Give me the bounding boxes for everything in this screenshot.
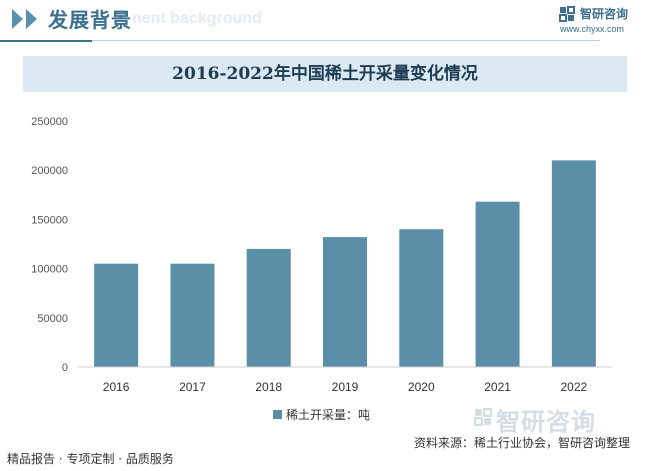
y-tick-label: 50000 (37, 313, 68, 325)
brand-url[interactable]: www.chyxx.com (560, 24, 625, 34)
chevron-right-icon (26, 9, 37, 29)
header-divider-accent (0, 40, 92, 42)
bar-2020 (399, 229, 444, 367)
legend-swatch (273, 410, 282, 419)
x-tick-label: 2019 (332, 380, 359, 394)
y-tick-label: 150000 (31, 214, 68, 226)
brand-logo-icon (559, 6, 575, 22)
y-tick-label: 250000 (31, 116, 68, 128)
x-tick-label: 2022 (561, 380, 588, 394)
x-tick-label: 2018 (255, 380, 282, 394)
chevron-right-icon (12, 9, 23, 29)
legend-label: 稀土开采量：吨 (286, 408, 371, 422)
x-tick-label: 2017 (179, 380, 206, 394)
chart-title-band: 2016-2022年中国稀土开采量变化情况 (23, 56, 627, 92)
bar-2017 (170, 263, 215, 367)
x-tick-label: 2020 (408, 380, 435, 394)
bar-2022 (551, 160, 596, 367)
bar-chart: 0 50000 100000 150000 200000 250000 2016 2017 20… (31, 116, 612, 394)
footer-tagline: 精品报告 · 专项定制 · 品质服务 (7, 452, 174, 466)
x-tick-label: 2016 (103, 380, 130, 394)
section-title: 发展背景 (48, 8, 132, 32)
bar-2018 (246, 248, 291, 367)
section-subtitle-ghost: nent background (132, 10, 262, 27)
source-note: 资料来源：稀土行业协会，智研咨询整理 (414, 436, 631, 450)
watermark-text: 智研咨询 (496, 408, 596, 436)
y-tick-label: 0 (62, 362, 68, 374)
y-tick-label: 200000 (31, 165, 68, 177)
chart-title: 2016-2022年中国稀土开采量变化情况 (172, 64, 478, 84)
bar-2019 (323, 237, 367, 367)
y-tick-label: 100000 (31, 264, 68, 276)
bar-2021 (475, 201, 520, 367)
brand-name: 智研咨询 (580, 7, 629, 21)
header-bar: nent background 发展背景 智研咨询 www.chyxx.com (0, 0, 653, 40)
x-tick-label: 2021 (484, 380, 511, 394)
bar-2016 (94, 263, 139, 367)
header-divider (0, 40, 600, 41)
watermark-logo-icon (474, 408, 492, 426)
